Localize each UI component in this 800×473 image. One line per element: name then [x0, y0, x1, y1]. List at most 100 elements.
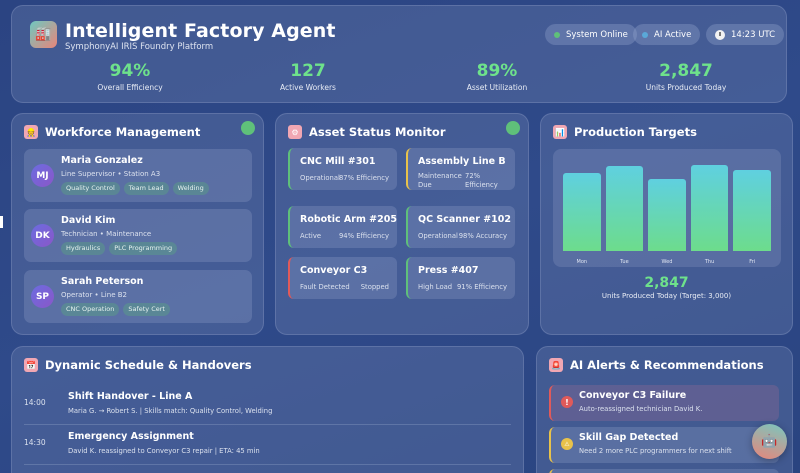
clock-icon: [715, 29, 725, 40]
panel-title: 📊 Production Targets: [553, 125, 697, 139]
worker-role: Operator • Line B2: [61, 291, 127, 299]
metric-units-produced: 2,847 Units Produced Today: [606, 61, 766, 92]
asset-status: Operational: [300, 174, 340, 182]
schedule-item[interactable]: 14:00 Shift Handover - Line A Maria G. →…: [24, 385, 511, 425]
bar-chart-icon: 📊: [553, 125, 567, 139]
alert-icon: 🚨: [549, 358, 563, 372]
workforce-panel: 👷 Workforce Management MJ Maria Gonzalez…: [11, 113, 264, 335]
status-dot-icon: [642, 31, 648, 38]
chart-bar-tue: [605, 166, 644, 251]
asset-status: Active: [300, 232, 322, 240]
schedule-desc: David K. reassigned to Conveyor C3 repai…: [68, 447, 260, 455]
asset-status: Operational: [418, 232, 458, 240]
avatar: SP: [31, 285, 54, 308]
avatar: MJ: [31, 164, 54, 187]
gear-icon: ⚙: [288, 125, 302, 139]
units-produced-label: Units Produced Today (Target: 3,000): [601, 292, 732, 300]
x-tick-label: Tue: [620, 259, 629, 265]
x-tick-label: Thu: [704, 259, 715, 265]
metric-label: Units Produced Today: [645, 83, 727, 92]
asset-card[interactable]: QC Scanner #102 Operational 98% Accuracy: [406, 206, 515, 248]
error-icon: !: [561, 396, 573, 408]
skill-tag: Safety Cert: [123, 303, 170, 316]
status-indicator-icon: [241, 121, 255, 135]
asset-name: Press #407: [418, 265, 479, 276]
asset-card[interactable]: Press #407 High Load 91% Efficiency: [406, 257, 515, 299]
ai-assistant-button[interactable]: 🤖: [752, 424, 787, 459]
avatar: DK: [31, 224, 54, 247]
metric-overall-efficiency: 94% Overall Efficiency: [50, 61, 210, 92]
asset-card[interactable]: CNC Mill #301 Operational 87% Efficiency: [288, 148, 397, 190]
chart-bars: [563, 159, 771, 251]
pill-label: AI Active: [654, 29, 692, 40]
metric-value: 127: [290, 61, 326, 81]
asset-status: Fault Detected: [300, 283, 350, 291]
chart-bar-wed: [648, 179, 686, 251]
app-title: Intelligent Factory Agent: [65, 20, 336, 42]
ai-alerts-panel: 🚨 AI Alerts & Recommendations ! Conveyor…: [536, 346, 793, 473]
worker-name: Sarah Peterson: [61, 276, 144, 287]
panel-title-text: Production Targets: [574, 125, 697, 139]
asset-name: Assembly Line B: [418, 156, 506, 167]
x-tick-label: Wed: [661, 259, 673, 265]
worker-role: Line Supervisor • Station A3: [61, 170, 161, 178]
metric-label: Overall Efficiency: [97, 83, 163, 92]
panel-title-text: AI Alerts & Recommendations: [570, 358, 764, 372]
panel-title-text: Asset Status Monitor: [309, 125, 446, 139]
asset-name: Conveyor C3: [300, 265, 368, 276]
skill-tag: CNC Operation: [61, 303, 120, 316]
chart-bar-thu: [690, 164, 729, 251]
asset-metric: 91% Efficiency: [456, 283, 507, 291]
asset-card[interactable]: Robotic Arm #205 Active 94% Efficiency: [288, 206, 397, 248]
ai-active-pill: AI Active: [633, 24, 701, 45]
x-tick-label: Mon: [576, 259, 588, 265]
pill-label: 14:23 UTC: [731, 29, 776, 40]
schedule-title: Shift Handover - Line A: [68, 391, 193, 402]
units-produced-value: 2,847: [644, 275, 689, 291]
production-targets-panel: 📊 Production Targets Mon Tue Wed Thu Fri 2,8…: [540, 113, 793, 335]
worker-card[interactable]: MJ Maria Gonzalez Line Supervisor • Stat…: [24, 149, 252, 202]
schedule-item[interactable]: 14:30 Emergency Assignment David K. reas…: [24, 425, 511, 465]
factory-icon: 🏭: [30, 21, 57, 48]
asset-metric: 72% Efficiency: [465, 172, 498, 189]
asset-metric: 87% Efficiency: [338, 174, 389, 182]
panel-title: 👷 Workforce Management: [24, 125, 200, 139]
alert-item-warning[interactable]: ⚠ Skill Gap Detected Need 2 more PLC pro…: [549, 427, 779, 463]
skill-tag: Team Lead: [123, 182, 169, 195]
asset-metric: 94% Efficiency: [338, 232, 389, 240]
alert-item-partial[interactable]: [549, 469, 779, 473]
metric-active-workers: 127 Active Workers: [228, 61, 388, 92]
workers-icon: 👷: [24, 125, 38, 139]
alert-title: Conveyor C3 Failure: [579, 390, 687, 401]
asset-card[interactable]: Conveyor C3 Fault Detected Stopped: [288, 257, 397, 299]
metric-value: 89%: [476, 61, 518, 81]
skill-tag: Welding: [172, 182, 209, 195]
schedule-title: Emergency Assignment: [68, 431, 194, 442]
chart-bar-fri: [733, 170, 771, 251]
calendar-icon: 📅: [24, 358, 38, 372]
panel-title: ⚙ Asset Status Monitor: [288, 125, 446, 139]
skill-tag: PLC Programming: [109, 242, 178, 255]
asset-name: QC Scanner #102: [418, 214, 511, 225]
asset-name: CNC Mill #301: [300, 156, 376, 167]
clock-pill: 14:23 UTC: [706, 24, 785, 45]
schedule-panel: 📅 Dynamic Schedule & Handovers 14:00 Shi…: [11, 346, 524, 473]
status-indicator-icon: [506, 121, 520, 135]
x-tick-label: Fri: [749, 259, 756, 265]
robot-icon: 🤖: [761, 434, 778, 449]
asset-card[interactable]: Assembly Line B Maintenance Due 72% Effi…: [406, 148, 515, 190]
alert-desc: Auto-reassigned technician David K.: [579, 405, 703, 413]
skill-tag: Hydraulics: [61, 242, 106, 255]
system-online-pill: System Online: [545, 24, 637, 45]
worker-card[interactable]: DK David Kim Technician • Maintenance Hy…: [24, 209, 252, 262]
alert-item-critical[interactable]: ! Conveyor C3 Failure Auto-reassigned te…: [549, 385, 779, 421]
warning-icon: ⚠: [561, 438, 573, 450]
schedule-time: 14:00: [24, 398, 46, 407]
panel-title: 🚨 AI Alerts & Recommendations: [549, 358, 764, 372]
metric-value: 94%: [109, 61, 151, 81]
alert-title: Skill Gap Detected: [579, 432, 679, 443]
worker-card[interactable]: SP Sarah Peterson Operator • Line B2 CNC…: [24, 270, 252, 323]
asset-name: Robotic Arm #205: [300, 214, 397, 225]
header-panel: 🏭 Intelligent Factory Agent SymphonyAI I…: [11, 5, 787, 103]
worker-role: Technician • Maintenance: [61, 230, 152, 238]
